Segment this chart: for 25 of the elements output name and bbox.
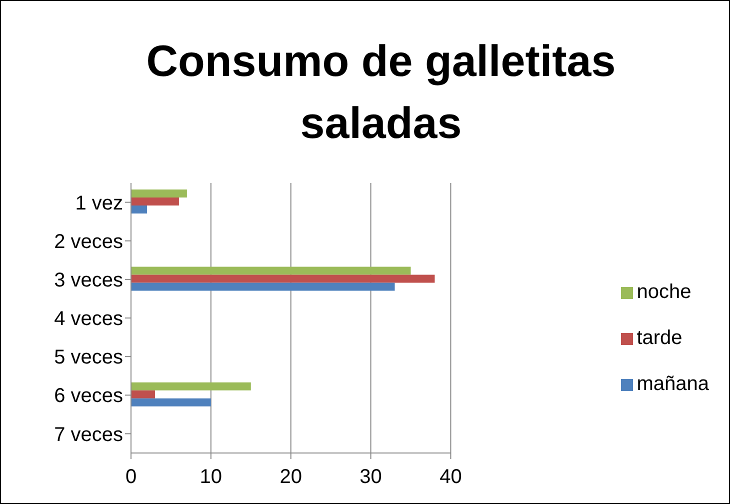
x-tick-label: 30	[360, 466, 382, 488]
bar	[131, 282, 395, 291]
y-tick-label: 6 veces	[54, 385, 123, 408]
y-tick-label: 2 veces	[54, 230, 123, 253]
bar	[131, 398, 211, 406]
bar	[131, 206, 147, 214]
x-tick-label: 10	[200, 466, 222, 488]
x-tick-label: 0	[125, 466, 137, 488]
chart-title: Consumo de galletitas saladas	[145, 36, 617, 150]
legend-label: mañana	[636, 373, 709, 395]
bar	[131, 382, 251, 390]
x-tick-label: 40	[440, 466, 462, 488]
bar	[131, 390, 155, 398]
bar	[131, 274, 435, 283]
y-tick-label: 5 veces	[54, 346, 123, 369]
bar	[131, 198, 179, 206]
y-tick-label: 7 veces	[54, 424, 123, 446]
bar	[131, 190, 187, 198]
y-tick-label: 4 veces	[54, 308, 123, 330]
y-tick-label: 3 veces	[54, 270, 123, 292]
x-tick-label: 20	[280, 466, 302, 488]
legend-label: noche	[636, 281, 692, 303]
y-tick-label: 1 vez	[75, 192, 123, 214]
legend-label: tarde	[636, 327, 682, 349]
bar	[131, 266, 411, 275]
